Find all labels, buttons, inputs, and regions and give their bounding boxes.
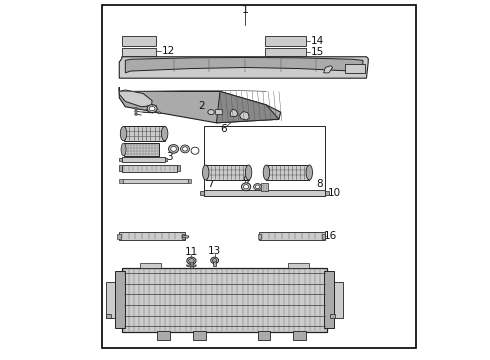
Bar [122, 36, 156, 46]
Polygon shape [186, 265, 196, 266]
Bar [193, 331, 206, 340]
Bar [215, 109, 222, 114]
Polygon shape [217, 91, 279, 123]
Ellipse shape [135, 108, 138, 110]
Polygon shape [106, 314, 111, 318]
Ellipse shape [255, 185, 260, 189]
Ellipse shape [187, 257, 196, 264]
Ellipse shape [158, 112, 161, 114]
Polygon shape [182, 235, 189, 238]
Bar [119, 232, 185, 240]
Bar [157, 331, 170, 340]
Bar [204, 190, 325, 196]
Text: 2: 2 [198, 101, 205, 111]
Text: 14: 14 [311, 36, 324, 46]
Polygon shape [119, 179, 123, 183]
Bar [265, 48, 306, 56]
Polygon shape [330, 314, 335, 318]
Ellipse shape [208, 110, 214, 114]
Bar [122, 48, 156, 56]
Text: 8: 8 [317, 179, 323, 189]
Ellipse shape [306, 165, 313, 180]
Text: 3: 3 [167, 152, 173, 162]
Bar [140, 263, 161, 267]
Bar [123, 126, 165, 141]
Bar [204, 126, 325, 196]
Polygon shape [240, 111, 249, 120]
Ellipse shape [161, 126, 168, 141]
Text: 11: 11 [185, 247, 198, 257]
Polygon shape [118, 234, 121, 239]
Ellipse shape [135, 111, 138, 112]
Ellipse shape [202, 165, 209, 180]
Polygon shape [182, 234, 185, 239]
Bar [330, 282, 343, 318]
Ellipse shape [245, 165, 252, 180]
Text: 16: 16 [323, 231, 337, 242]
Polygon shape [325, 191, 329, 195]
Text: 5: 5 [245, 103, 252, 112]
Polygon shape [188, 179, 191, 183]
Bar [206, 165, 248, 180]
Polygon shape [322, 234, 325, 239]
Bar [293, 331, 306, 340]
Ellipse shape [242, 183, 251, 191]
Ellipse shape [171, 147, 176, 152]
Polygon shape [119, 90, 152, 107]
Ellipse shape [213, 258, 217, 262]
Bar [259, 232, 325, 240]
Ellipse shape [182, 147, 188, 151]
Bar [288, 263, 309, 267]
Polygon shape [119, 165, 122, 171]
Text: 7: 7 [207, 179, 214, 189]
Bar [115, 271, 124, 328]
Ellipse shape [121, 143, 126, 156]
Text: 15: 15 [311, 47, 324, 57]
Bar [122, 267, 327, 332]
Bar [324, 271, 334, 328]
Bar [267, 165, 309, 180]
Text: 9: 9 [243, 176, 249, 186]
Polygon shape [177, 165, 180, 171]
Bar [122, 179, 188, 183]
Polygon shape [125, 58, 363, 73]
Polygon shape [119, 87, 281, 123]
Ellipse shape [135, 113, 138, 115]
Bar [265, 36, 306, 46]
Polygon shape [258, 234, 261, 239]
Polygon shape [230, 109, 238, 116]
Bar [123, 143, 159, 156]
Text: 6: 6 [220, 124, 227, 134]
Polygon shape [323, 66, 333, 73]
Polygon shape [119, 158, 122, 161]
Ellipse shape [149, 107, 155, 111]
Ellipse shape [169, 145, 178, 153]
Text: 13: 13 [208, 247, 221, 256]
Bar [106, 282, 118, 318]
Polygon shape [165, 158, 167, 161]
Bar [102, 5, 416, 348]
Text: 12: 12 [162, 46, 175, 56]
Bar [261, 183, 268, 191]
Ellipse shape [211, 257, 219, 264]
Polygon shape [119, 57, 368, 78]
Polygon shape [200, 191, 204, 195]
Bar [258, 331, 270, 340]
Bar [345, 64, 365, 73]
Bar [122, 157, 165, 162]
Ellipse shape [263, 165, 270, 180]
Ellipse shape [189, 258, 194, 263]
Bar [190, 261, 193, 267]
Ellipse shape [253, 184, 262, 190]
Ellipse shape [121, 126, 127, 141]
Ellipse shape [180, 145, 190, 153]
Ellipse shape [147, 105, 157, 112]
Bar [213, 261, 217, 266]
Text: 4: 4 [230, 103, 237, 112]
Text: 10: 10 [328, 188, 341, 198]
Text: 1: 1 [242, 5, 248, 15]
Ellipse shape [244, 185, 248, 189]
Bar [122, 165, 177, 172]
